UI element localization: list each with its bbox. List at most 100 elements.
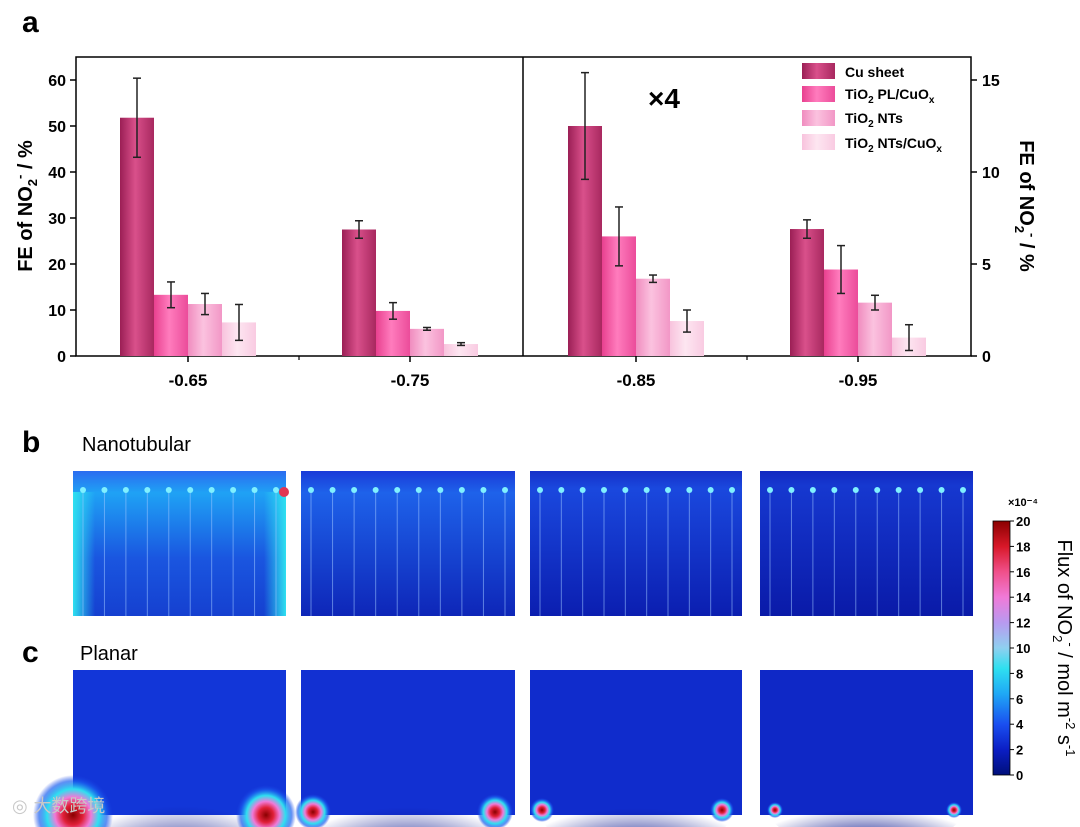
panel-a-letter: a [22,6,39,39]
colorbar: ×10⁻⁴ 0 2 4 6 8 10 12 14 16 18 20 Flux of NO2- / m… [992,497,1078,783]
colorbar-tick-label: 2 [1016,743,1023,758]
planar-map-3 [530,670,742,827]
nanotubular-maps [73,471,973,616]
y-left-tick-label: 20 [48,257,66,274]
nanotubular-map-1 [73,471,289,616]
colorbar-tick-label: 0 [1016,768,1023,783]
bar-cu-sheet--0.75 [342,229,376,356]
flux-hotspot [394,487,401,493]
flux-hotspot [601,487,607,493]
flux-hotspot [273,487,279,493]
flux-hotspot [308,487,314,493]
planar-map-4 [760,670,973,827]
error-bar [581,71,589,181]
flux-hotspot [80,487,86,493]
x-tick-label: -0.75 [391,371,430,390]
error-bar [389,301,397,320]
colorbar-tick-label: 4 [1016,717,1024,732]
flux-hotspot [208,487,215,493]
error-bar [871,294,879,311]
y-axis-left-label: FE of NO2- / % [12,140,40,272]
colorbar-tick-label: 10 [1016,641,1030,656]
panel-c-letter: c [22,636,39,669]
flux-hotspot [831,487,838,493]
colorbar-gradient [992,520,1011,776]
legend-swatch-tio2-nts-cuox [802,134,835,150]
legend-swatch-cu-sheet [802,63,835,79]
panel-c-title: Planar [80,643,138,665]
error-bar [457,341,465,347]
flux-hotspot [665,487,671,493]
error-bar [803,219,811,239]
colorbar-tick-label: 18 [1016,539,1030,554]
multiplier-label: ×4 [648,83,680,114]
flux-hotspot [960,487,966,493]
colorbar-tick-label: 20 [1016,514,1030,529]
error-bar [837,244,845,295]
colorbar-tick-label: 6 [1016,692,1023,707]
error-bar [683,309,691,333]
flux-hotspot [458,487,465,493]
flux-hotspot [707,487,714,493]
flux-hotspot [767,487,773,493]
flux-hotspot [187,487,194,493]
flux-hotspot [788,487,795,493]
error-bar [615,206,623,267]
error-bar [905,323,913,352]
flux-hotspot [101,487,108,493]
colorbar-tick-label: 8 [1016,666,1023,681]
y-left-tick-label: 10 [48,303,66,320]
legend-swatch-tio2-pl-cuox [802,86,835,102]
legend-label-tio2-nts: TiO2 NTs [845,110,903,130]
planar-maps [33,670,973,827]
flux-hotspot [329,487,336,493]
flux-hotspot [852,487,859,493]
planar-map-2 [295,670,515,827]
y-right-tick-label: 10 [982,165,1000,182]
flux-hotspot [558,487,565,493]
y-left-tick-label: 60 [48,73,66,90]
legend-label-tio2-nts-cuox: TiO2 NTs/CuOx [845,135,942,155]
legend-label-cu-sheet: Cu sheet [845,64,904,80]
y-left-tick-label: 40 [48,165,66,182]
error-bar [201,292,209,316]
flux-hotspot [729,487,735,493]
error-bar [235,303,243,342]
nanotubular-map-4 [760,471,973,616]
flux-hotspot [230,487,237,493]
flux-hotspot [251,487,258,493]
bar-tio2-nts--0.85 [636,278,670,356]
panel-b-letter: b [22,426,40,459]
y-right-tick-label: 15 [982,73,1000,90]
flux-hotspot [643,487,650,493]
x-tick-label: -0.65 [169,371,208,390]
planar-map-1 [33,670,296,827]
y-right-tick-label: 5 [982,257,991,274]
bar-tio2-nts-cuox--0.75 [444,344,478,356]
legend-swatch-tio2-nts [802,110,835,126]
bar-cu-sheet--0.95 [790,229,824,356]
error-bar [649,274,657,284]
flux-hotspot [372,487,379,493]
error-bar [423,326,431,331]
flux-hotspot [579,487,586,493]
legend: Cu sheet TiO2 PL/CuOx TiO2 NTs TiO2 NTs/… [802,63,942,155]
watermark: ◎ 大数跨境 [12,796,105,817]
bar-tio2-nts--0.75 [410,328,444,356]
y-left-tick-label: 0 [57,349,66,366]
nanotubular-map-2 [301,471,515,616]
flux-hotspot [895,487,902,493]
error-bar [133,77,141,159]
bar-chart: 0 10 20 30 40 50 60 0 5 10 15 -0.65 -0.75 -0.85 -0.9… [12,56,1040,390]
y-left-tick-label: 50 [48,119,66,136]
flux-hotspot [938,487,945,493]
colorbar-exponent: ×10⁻⁴ [1008,497,1038,509]
y-axis-right-label: FE of NO2- / % [1012,140,1040,272]
colorbar-tick-label: 16 [1016,565,1030,580]
flux-hotspot [415,487,422,493]
panel-b-title: Nanotubular [82,434,191,456]
flux-hotspot [917,487,924,493]
x-tick-label: -0.95 [839,371,878,390]
legend-label-tio2-pl-cuox: TiO2 PL/CuOx [845,86,935,106]
